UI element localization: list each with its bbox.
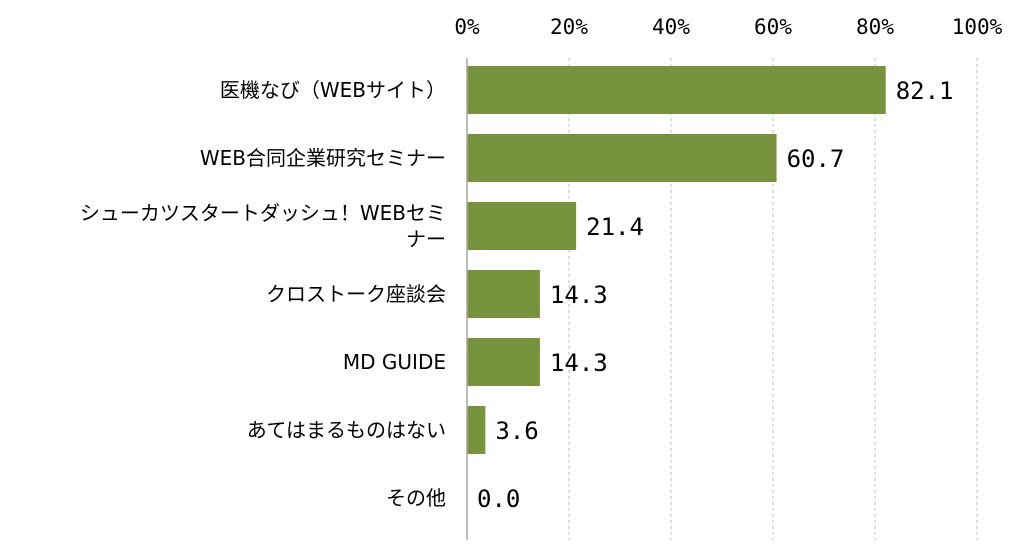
value-label: 3.6 [495,417,538,445]
value-label: 21.4 [586,213,644,241]
value-label: 14.3 [550,349,608,377]
value-label: 14.3 [550,281,608,309]
value-labels: 82.1 60.7 21.4 14.3 14.3 3.6 0.0 [477,77,954,513]
category-label: クロストーク座談会 [266,282,446,306]
bar [467,66,886,114]
value-label: 60.7 [787,145,845,173]
bar [467,338,540,386]
x-tick-label: 40% [652,15,690,39]
x-tick-label: 100% [952,15,1003,39]
x-tick-label: 80% [856,15,894,39]
category-label-line: クロストーク座談会 [266,282,446,306]
category-label: MD GUIDE [343,350,446,374]
category-label-line: シューカツスタートダッシュ！WEBセミ [80,201,446,225]
gridlines [568,58,978,540]
category-label-line: 医機なび（WEBサイト） [220,78,446,102]
x-tick-label: 20% [550,15,588,39]
x-tick-label: 60% [754,15,792,39]
bar [467,270,540,318]
bars [467,66,886,454]
category-label-line: MD GUIDE [343,350,446,374]
value-label: 82.1 [896,77,954,105]
value-label: 0.0 [477,485,520,513]
category-label: 医機なび（WEBサイト） [220,78,446,102]
x-tick-label: 0% [454,15,480,39]
category-label: WEB合同企業研究セミナー [200,146,446,170]
bar [467,202,577,250]
category-label-line: ナー [406,227,446,251]
category-label: その他 [386,486,446,510]
bar [467,406,486,454]
category-label: あてはまるものはない [247,418,446,442]
category-label: シューカツスタートダッシュ！WEBセミナー [80,201,446,251]
category-labels: 医機なび（WEBサイト） WEB合同企業研究セミナーシューカツスタートダッシュ！W… [80,78,446,510]
category-label-line: WEB合同企業研究セミナー [200,146,446,170]
bar [467,134,777,182]
category-label-line: あてはまるものはない [247,418,446,442]
category-label-line: その他 [386,486,446,510]
x-axis-ticks: 0% 20% 40% 60% 80% 100% [454,15,1002,39]
